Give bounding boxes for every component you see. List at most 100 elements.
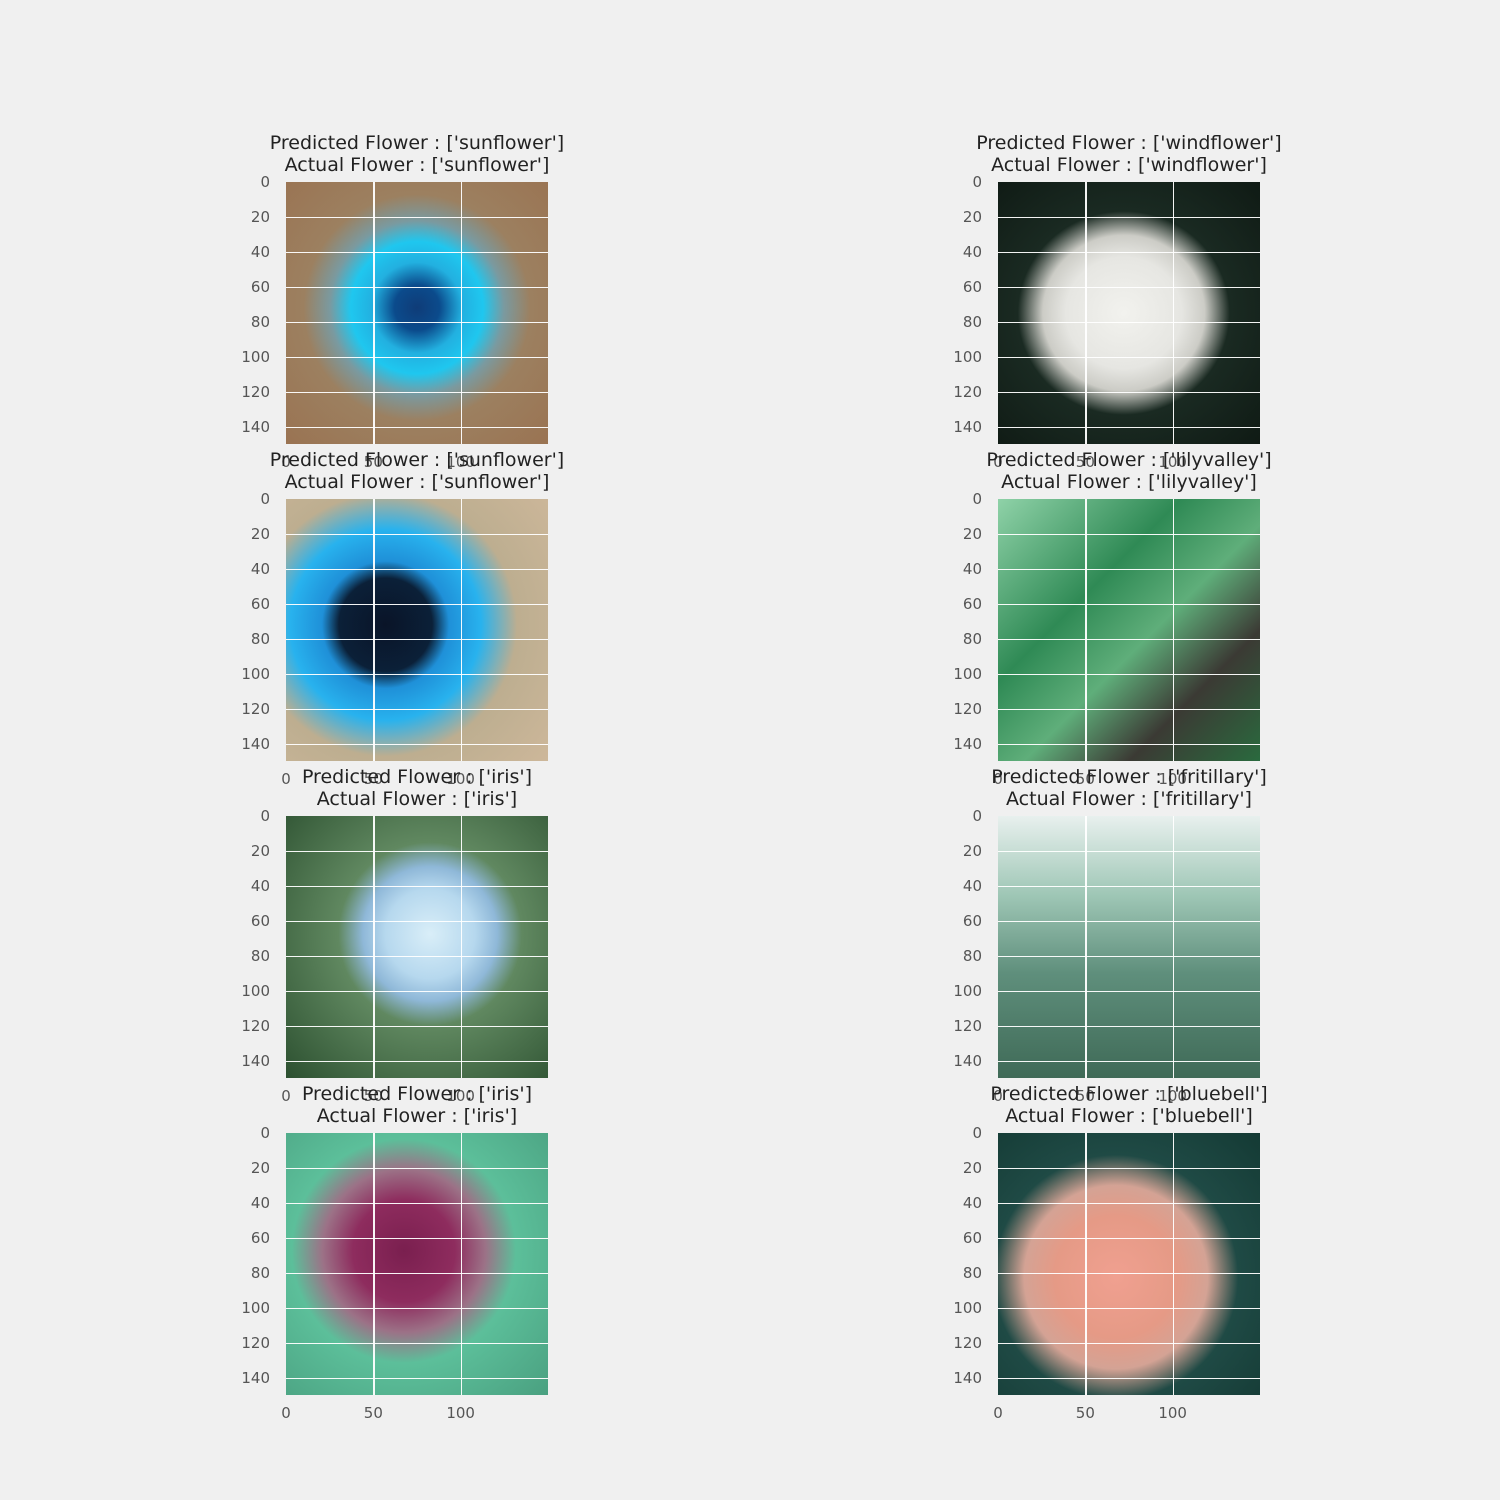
y-tick-label: 0: [972, 173, 982, 191]
y-tick-label: 20: [962, 207, 982, 226]
panel-title-actual: Actual Flower : ['fritillary']: [1006, 788, 1252, 810]
image-panel: [286, 182, 548, 444]
blue-sunflower-photo: [286, 182, 548, 444]
panel-title-predicted: Predicted Flower : ['sunflower']: [269, 132, 565, 154]
panel-title-predicted: Predicted Flower : ['lilyvalley']: [986, 449, 1272, 471]
pale-blue-iris-photo: [286, 816, 548, 1078]
x-tick-label: 100: [446, 453, 475, 471]
image-panel: [286, 816, 548, 1078]
y-tick-label: 120: [241, 699, 270, 718]
image-panel: [998, 182, 1260, 444]
panel-title-actual: Actual Flower : ['windflower']: [991, 154, 1267, 176]
y-tick-label: 80: [250, 312, 270, 331]
x-tick-label: 50: [1075, 1087, 1095, 1105]
y-tick-label: 0: [972, 1124, 982, 1142]
y-tick-label: 140: [241, 734, 270, 753]
y-tick-label: 60: [250, 911, 270, 930]
y-tick-label: 80: [962, 946, 982, 965]
y-tick-label: 100: [953, 1298, 982, 1317]
y-tick-label: 100: [241, 1298, 270, 1317]
image-panel: [286, 499, 548, 761]
y-tick-label: 80: [250, 1263, 270, 1282]
y-tick-label: 100: [241, 347, 270, 366]
panel-title-actual: Actual Flower : ['sunflower']: [284, 154, 550, 176]
magenta-iris-photo: [286, 1133, 548, 1395]
x-tick-label: 100: [446, 770, 475, 788]
y-tick-label: 0: [260, 490, 270, 508]
y-tick-label: 140: [953, 734, 982, 753]
image-panel: [286, 1133, 548, 1395]
y-tick-label: 40: [250, 1193, 270, 1212]
y-tick-label: 20: [962, 841, 982, 860]
y-tick-label: 100: [241, 664, 270, 683]
y-tick-label: 80: [962, 629, 982, 648]
white-windflower-photo: [998, 182, 1260, 444]
image-panel: [998, 816, 1260, 1078]
panel-title-predicted: Predicted Flower : ['windflower']: [976, 132, 1282, 154]
x-tick-label: 0: [281, 1087, 291, 1105]
y-tick-label: 0: [972, 807, 982, 825]
x-tick-label: 0: [281, 1404, 291, 1422]
y-tick-label: 40: [250, 876, 270, 895]
y-tick-label: 40: [250, 242, 270, 261]
y-tick-label: 100: [241, 981, 270, 1000]
panel-title-actual: Actual Flower : ['iris']: [316, 788, 518, 810]
y-tick-label: 20: [250, 841, 270, 860]
x-tick-label: 50: [1075, 1404, 1095, 1422]
y-tick-label: 20: [250, 1158, 270, 1177]
x-tick-label: 50: [363, 1404, 383, 1422]
y-tick-label: 60: [962, 277, 982, 296]
y-tick-label: 40: [250, 559, 270, 578]
y-tick-label: 0: [260, 807, 270, 825]
x-tick-label: 100: [1158, 1087, 1187, 1105]
y-tick-label: 60: [250, 277, 270, 296]
y-tick-label: 60: [250, 594, 270, 613]
x-tick-label: 100: [446, 1087, 475, 1105]
y-tick-label: 60: [962, 594, 982, 613]
y-tick-label: 100: [953, 664, 982, 683]
x-tick-label: 0: [993, 1087, 1003, 1105]
panel-title-actual: Actual Flower : ['lilyvalley']: [1001, 471, 1257, 493]
y-tick-label: 20: [962, 1158, 982, 1177]
panel-title-actual: Actual Flower : ['bluebell']: [1005, 1105, 1253, 1127]
y-tick-label: 140: [953, 1368, 982, 1387]
y-tick-label: 20: [250, 524, 270, 543]
y-tick-label: 20: [962, 524, 982, 543]
panel-title-predicted: Predicted Flower : ['sunflower']: [269, 449, 565, 471]
purple-fritillary-photo: [998, 816, 1260, 1078]
y-tick-label: 140: [241, 1051, 270, 1070]
y-tick-label: 40: [962, 559, 982, 578]
panel-title-predicted: Predicted Flower : ['bluebell']: [990, 1083, 1268, 1105]
y-tick-label: 120: [953, 1333, 982, 1352]
x-tick-label: 50: [363, 1087, 383, 1105]
y-tick-label: 0: [260, 1124, 270, 1142]
panel-title-predicted: Predicted Flower : ['fritillary']: [991, 766, 1267, 788]
pink-bluebell-photo: [998, 1133, 1260, 1395]
image-panel: [998, 1133, 1260, 1395]
lily-of-the-valley-photo: [998, 499, 1260, 761]
y-tick-label: 0: [260, 173, 270, 191]
x-tick-label: 0: [993, 453, 1003, 471]
x-tick-label: 0: [281, 770, 291, 788]
x-tick-label: 100: [1158, 453, 1187, 471]
panel-title-predicted: Predicted Flower : ['iris']: [301, 1083, 533, 1105]
x-tick-label: 0: [281, 453, 291, 471]
panel-title-actual: Actual Flower : ['iris']: [316, 1105, 518, 1127]
x-tick-label: 100: [446, 1404, 475, 1422]
y-tick-label: 60: [962, 1228, 982, 1247]
y-tick-label: 80: [250, 629, 270, 648]
x-tick-label: 0: [993, 770, 1003, 788]
blue-sunflower-closeup-photo: [286, 499, 548, 761]
y-tick-label: 120: [241, 1333, 270, 1352]
y-tick-label: 120: [241, 382, 270, 401]
y-tick-label: 80: [962, 1263, 982, 1282]
y-tick-label: 60: [250, 1228, 270, 1247]
y-tick-label: 120: [953, 382, 982, 401]
y-tick-label: 120: [241, 1016, 270, 1035]
y-tick-label: 80: [962, 312, 982, 331]
y-tick-label: 40: [962, 876, 982, 895]
y-tick-label: 140: [241, 1368, 270, 1387]
x-tick-label: 50: [363, 770, 383, 788]
y-tick-label: 120: [953, 1016, 982, 1035]
y-tick-label: 100: [953, 981, 982, 1000]
